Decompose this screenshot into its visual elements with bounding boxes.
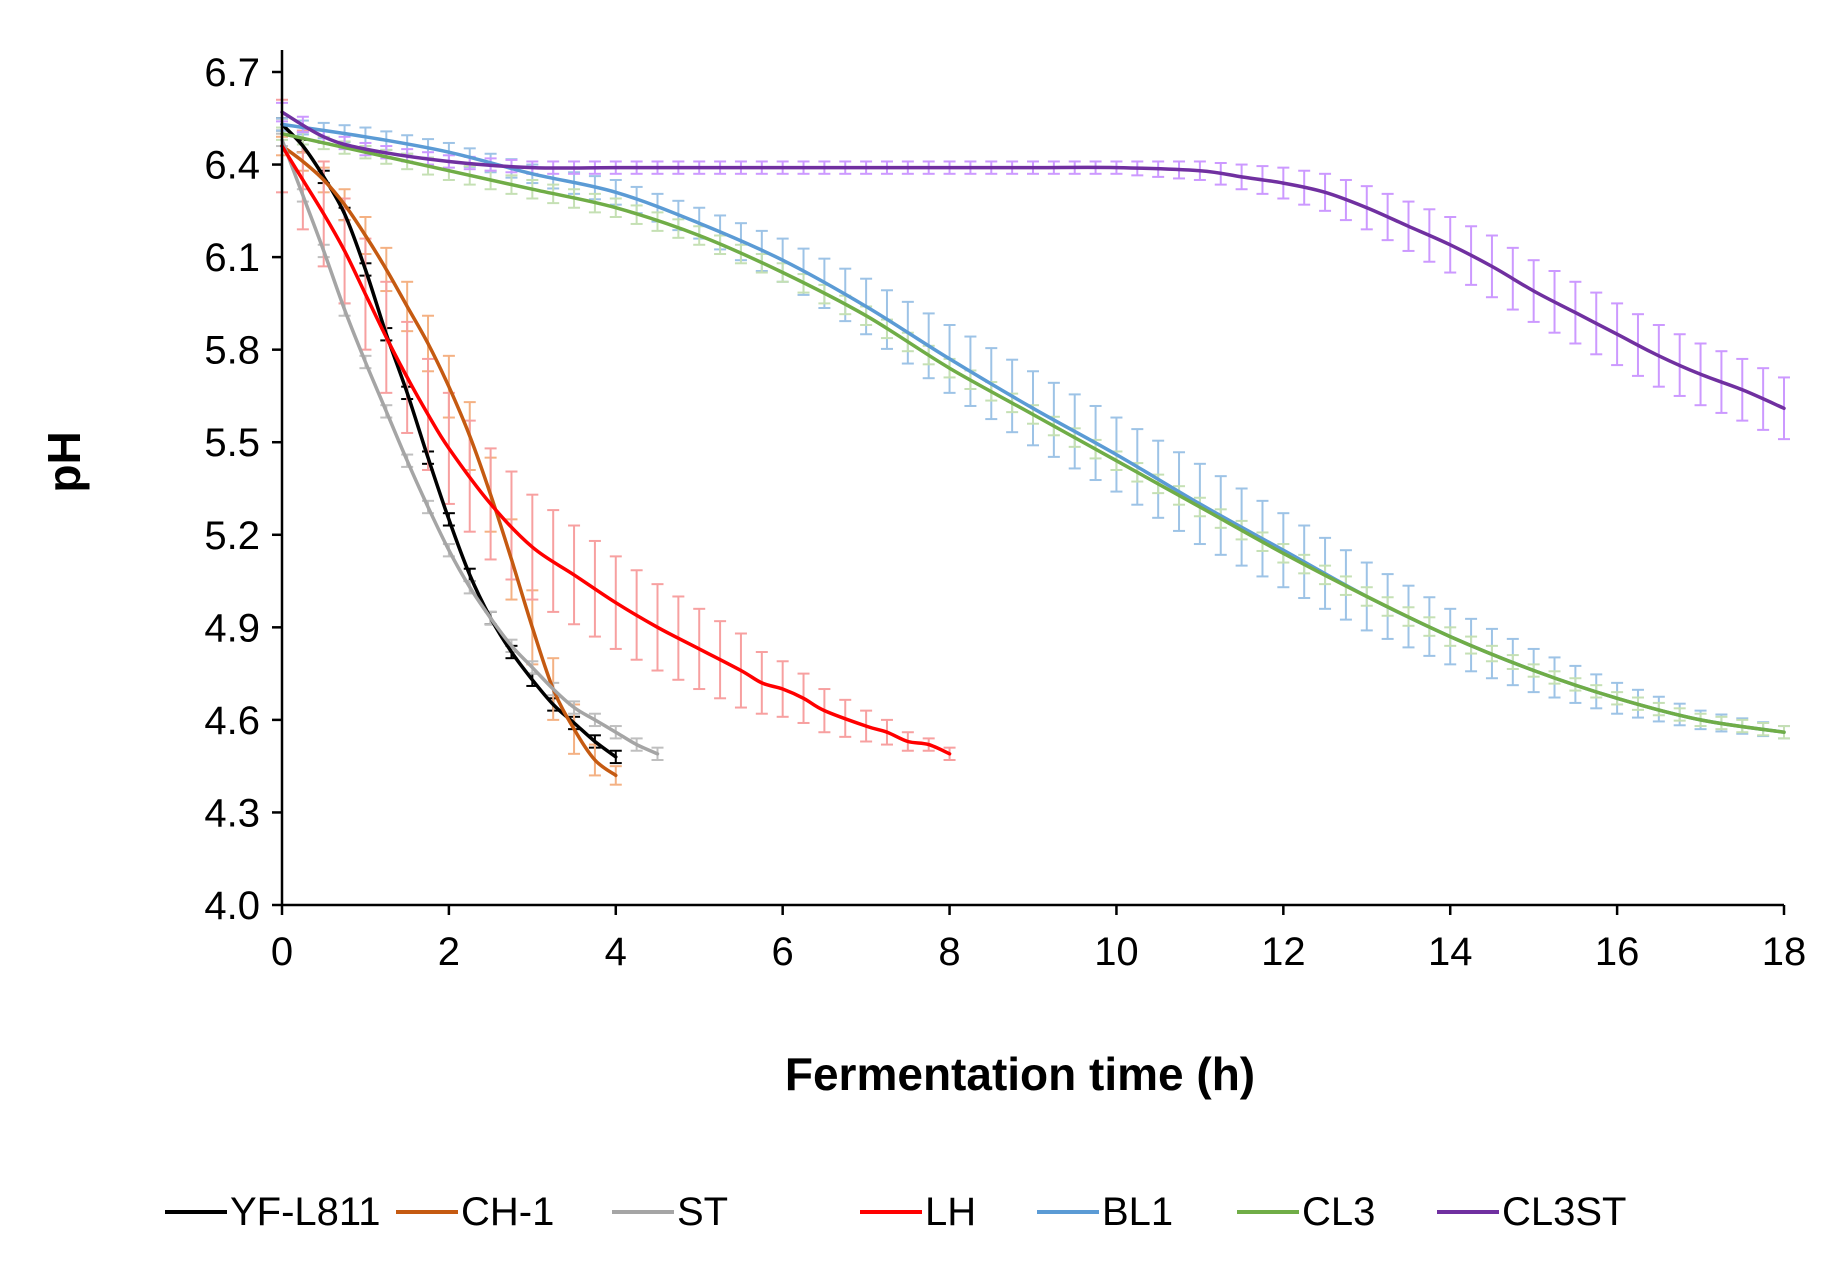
axes: [272, 50, 1786, 915]
x-tick-label: 8: [938, 930, 960, 974]
y-tick-label: 4.3: [204, 791, 260, 835]
x-tick-label: 10: [1094, 930, 1139, 974]
series-line-ch-1: [280, 144, 618, 778]
series-line-cl3: [280, 131, 1786, 734]
x-tick-label: 18: [1762, 930, 1807, 974]
y-tick-label: 5.8: [204, 329, 260, 373]
x-tick-label: 4: [605, 930, 627, 974]
y-tick-label: 6.7: [204, 51, 260, 95]
x-tick-label: 6: [772, 930, 794, 974]
series-lines: [280, 110, 1786, 778]
legend: YF-L811 CH-1 ST LH BL1 CL3 CL3ST: [165, 1190, 1627, 1234]
y-tick-label: 5.2: [204, 514, 260, 558]
legend-label-yf-l811: YF-L811: [230, 1190, 380, 1234]
x-tick-label: 14: [1428, 930, 1473, 974]
series-line-yf-l811: [280, 122, 618, 759]
x-tick-label: 12: [1261, 930, 1306, 974]
legend-label-cl3st: CL3ST: [1502, 1190, 1627, 1234]
x-axis-title: Fermentation time (h): [785, 1048, 1255, 1100]
y-tick-label: 6.4: [204, 144, 260, 188]
y-tick-label: 5.5: [204, 421, 260, 465]
y-tick-label: 6.1: [204, 236, 260, 280]
y-tick-label: 4.9: [204, 606, 260, 650]
series-line-cl3st: [280, 110, 1786, 411]
legend-label-cl3: CL3: [1302, 1190, 1375, 1234]
legend-label-ch-1: CH-1: [461, 1190, 554, 1234]
series-line-lh: [280, 144, 952, 756]
legend-label-bl1: BL1: [1102, 1190, 1173, 1234]
legend-label-lh: LH: [925, 1190, 976, 1234]
x-tick-label: 2: [438, 930, 460, 974]
y-tick-label: 4.0: [204, 884, 260, 928]
series-line-st: [280, 138, 660, 756]
x-tick-label: 0: [271, 930, 293, 974]
x-tick-label: 16: [1595, 930, 1640, 974]
legend-label-st: ST: [677, 1190, 728, 1234]
y-tick-label: 4.6: [204, 699, 260, 743]
y-axis-title: pH: [38, 431, 90, 492]
tick-labels: 4.0 4.3 4.6 4.9 5.2 5.5 5.8 6.1 6.4 6.7 0 2 4 6 8 10 12 1…: [204, 51, 1806, 974]
